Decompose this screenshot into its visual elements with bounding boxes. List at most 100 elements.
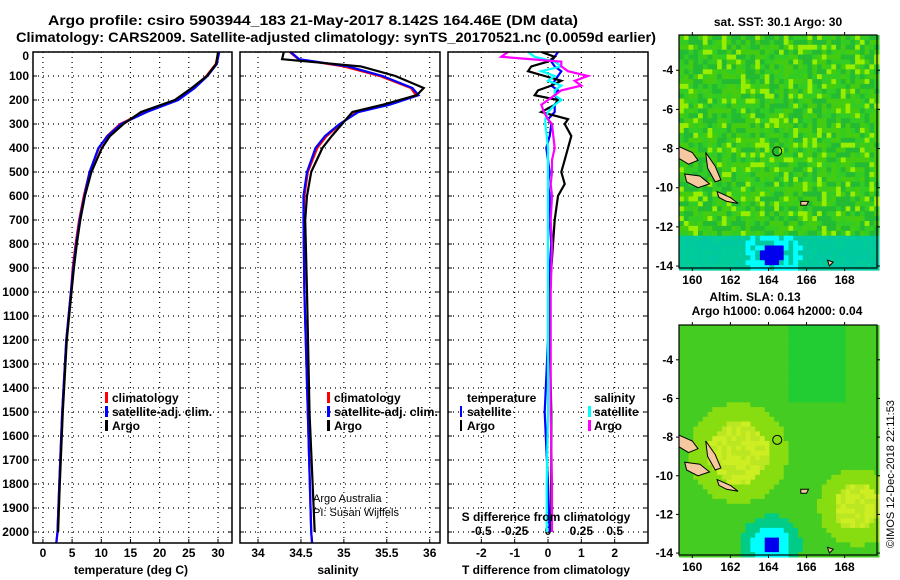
map-cell — [855, 225, 861, 232]
map-cell — [826, 392, 832, 398]
map-cell — [779, 392, 785, 398]
map-cell — [864, 484, 870, 490]
map-cell — [759, 152, 766, 158]
map-cell — [769, 162, 775, 168]
map-cell — [812, 74, 818, 80]
map-cell — [864, 358, 870, 365]
map-cell — [783, 196, 790, 202]
map-cell — [836, 412, 842, 418]
map-cell — [717, 354, 723, 360]
map-cell — [821, 235, 828, 242]
map-cell — [812, 49, 818, 56]
map-cell — [693, 142, 699, 149]
map-cell — [855, 64, 861, 70]
map-cell — [859, 88, 866, 95]
map-cell — [783, 518, 790, 524]
map-cell — [764, 431, 771, 437]
map-cell — [745, 329, 751, 336]
map-cell — [688, 235, 694, 242]
map-cell — [793, 79, 799, 85]
map-cell — [779, 88, 785, 95]
map-cell — [726, 527, 732, 534]
map-cell — [679, 191, 685, 198]
map-cell — [783, 69, 790, 75]
map-cell — [836, 349, 842, 355]
map-cell — [774, 489, 780, 495]
map-cell — [783, 103, 790, 109]
s-diff-tick-label: 0.25 — [570, 524, 594, 538]
map-cell — [745, 441, 751, 447]
map-cell — [740, 387, 747, 394]
map-cell — [688, 484, 694, 490]
map-cell — [807, 260, 813, 266]
map-cell — [826, 255, 832, 261]
map-cell — [836, 397, 842, 403]
map-cell — [731, 494, 737, 500]
map-cell — [802, 426, 809, 432]
map-cell — [845, 470, 851, 476]
map-cell — [817, 245, 823, 251]
map-cell — [798, 255, 804, 261]
map-cell — [769, 383, 775, 389]
map-cell — [717, 167, 723, 173]
map-cell — [774, 547, 780, 553]
map-cell — [702, 245, 709, 251]
map-cell — [698, 49, 704, 56]
map-cell — [802, 93, 809, 100]
map-cell — [859, 39, 866, 46]
map-cell — [679, 339, 685, 345]
x-tick-label: 5 — [69, 546, 76, 560]
map-cell — [774, 358, 780, 365]
map-cell — [864, 123, 870, 129]
map-cell — [798, 123, 804, 129]
map-cell — [855, 147, 861, 154]
map-cell — [726, 344, 732, 350]
map-cell — [745, 354, 751, 360]
x-tick-label: 20 — [153, 546, 167, 560]
map-cell — [793, 49, 799, 56]
map-cell — [769, 431, 775, 437]
map-cell — [745, 93, 751, 100]
map-cell — [764, 436, 771, 442]
map-cell — [812, 445, 818, 452]
map-cell — [764, 260, 771, 266]
map-cell — [855, 465, 861, 471]
map-cell — [840, 132, 847, 139]
map-cell — [783, 225, 790, 232]
map-cell — [740, 542, 747, 548]
map-cell — [793, 416, 799, 423]
map-cell — [802, 441, 809, 447]
map-cell — [798, 108, 804, 114]
map-cell — [864, 354, 870, 360]
map-cell — [836, 421, 842, 427]
map-cell — [740, 49, 747, 56]
map-cell — [836, 445, 842, 452]
map-cell — [759, 172, 766, 178]
map-cell — [826, 508, 832, 514]
x-tick-label: 0 — [40, 546, 47, 560]
map-cell — [736, 344, 742, 350]
map-cell — [683, 378, 690, 384]
map-cell — [755, 436, 761, 442]
map-cell — [707, 465, 713, 471]
map-cell — [783, 436, 790, 442]
map-cell — [807, 436, 813, 442]
map-cell — [855, 474, 861, 481]
map-cell — [836, 441, 842, 447]
map-cell — [683, 542, 690, 548]
map-cell — [726, 240, 732, 247]
map-cell — [721, 64, 728, 70]
map-cell — [779, 74, 785, 80]
map-cell — [807, 339, 813, 345]
map-cell — [783, 44, 790, 51]
map-cell — [826, 421, 832, 427]
map-cell — [779, 167, 785, 173]
map-cell — [745, 498, 751, 505]
map-cell — [707, 49, 713, 56]
map-cell — [845, 79, 851, 85]
map-cell — [764, 186, 771, 193]
map-cell — [712, 152, 718, 158]
map-cell — [807, 132, 813, 139]
map-cell — [802, 211, 809, 217]
map-cell — [736, 513, 742, 519]
